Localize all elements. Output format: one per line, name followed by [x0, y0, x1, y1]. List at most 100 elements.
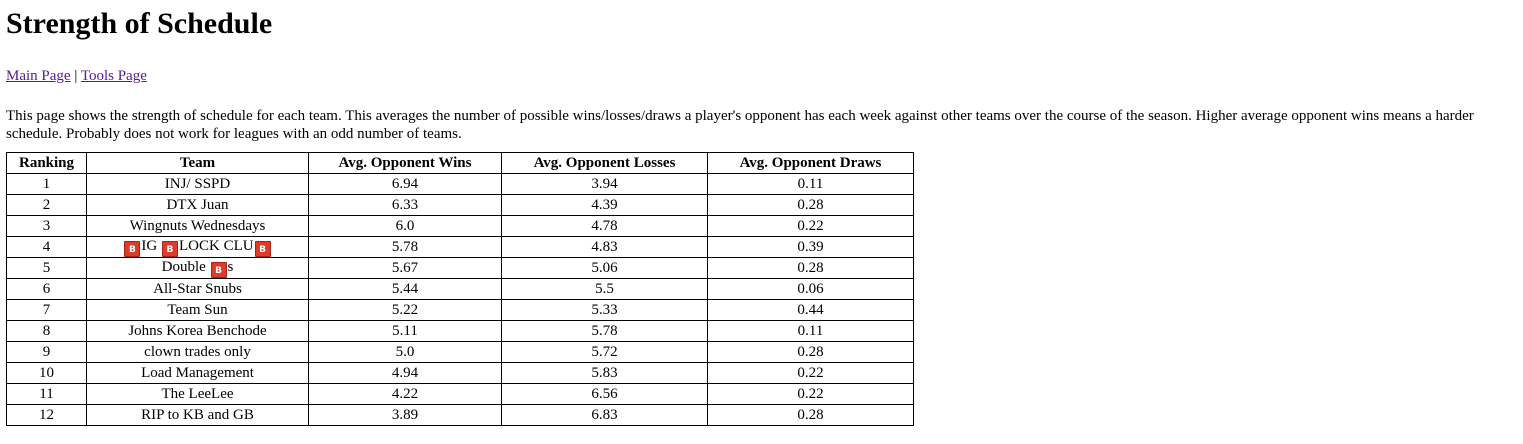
- nav-separator: |: [74, 68, 78, 84]
- table-row: 8 Johns Korea Benchode 5.11 5.78 0.11: [6, 320, 914, 342]
- table-row: 3 Wingnuts Wednesdays 6.0 4.78 0.22: [6, 215, 914, 237]
- ranking-cell: 1: [6, 173, 87, 195]
- nav-links: Main Page | Tools Page: [6, 67, 1517, 85]
- team-cell: The LeeLee: [86, 383, 309, 405]
- team-name-text: Johns Korea Benchode: [128, 323, 267, 339]
- table-row: 12 RIP to KB and GB 3.89 6.83 0.28: [6, 404, 914, 426]
- avg-opponent-draws-cell: 0.11: [707, 320, 914, 342]
- avg-opponent-draws-cell: 0.11: [707, 173, 914, 195]
- header-avg-opponent-losses: Avg. Opponent Losses: [501, 152, 708, 174]
- avg-opponent-wins-cell: 5.11: [308, 320, 502, 342]
- strength-of-schedule-table: Ranking Team Avg. Opponent Wins Avg. Opp…: [6, 152, 914, 426]
- avg-opponent-draws-cell: 0.28: [707, 194, 914, 216]
- table-body: 1 INJ/ SSPD 6.94 3.94 0.11 2 DTX Juan 6.33 4.39 0…: [6, 173, 914, 426]
- team-name-text: RIP to KB and GB: [141, 407, 254, 423]
- team-cell: B IG B LOCK CLU B: [86, 236, 309, 258]
- avg-opponent-draws-cell: 0.28: [707, 404, 914, 426]
- avg-opponent-losses-cell: 5.83: [501, 362, 708, 384]
- avg-opponent-draws-cell: 0.44: [707, 299, 914, 321]
- table-row: 6 All-Star Snubs 5.44 5.5 0.06: [6, 278, 914, 300]
- team-name-text: Double: [161, 259, 210, 275]
- avg-opponent-wins-cell: 6.33: [308, 194, 502, 216]
- team-name-text: IG: [141, 238, 161, 254]
- team-cell: Team Sun: [86, 299, 309, 321]
- avg-opponent-losses-cell: 4.78: [501, 215, 708, 237]
- ranking-cell: 5: [6, 257, 87, 279]
- page-root: Strength of Schedule Main Page | Tools P…: [6, 7, 1517, 426]
- team-name-text: s: [227, 259, 234, 275]
- b-emoji-icon: B: [210, 262, 227, 278]
- avg-opponent-draws-cell: 0.39: [707, 236, 914, 258]
- header-ranking: Ranking: [6, 152, 87, 174]
- team-name-text: Load Management: [141, 365, 254, 381]
- avg-opponent-wins-cell: 5.0: [308, 341, 502, 363]
- avg-opponent-losses-cell: 5.5: [501, 278, 708, 300]
- avg-opponent-draws-cell: 0.22: [707, 383, 914, 405]
- page-description: This page shows the strength of schedule…: [6, 108, 1474, 142]
- team-name-text: The LeeLee: [161, 386, 234, 402]
- ranking-cell: 10: [6, 362, 87, 384]
- team-name-text: All-Star Snubs: [153, 281, 242, 297]
- avg-opponent-draws-cell: 0.22: [707, 362, 914, 384]
- team-cell: All-Star Snubs: [86, 278, 309, 300]
- ranking-cell: 2: [6, 194, 87, 216]
- b-emoji-icon: B: [254, 241, 271, 257]
- table-row: 1 INJ/ SSPD 6.94 3.94 0.11: [6, 173, 914, 195]
- team-name-text: LOCK CLU: [178, 238, 254, 254]
- avg-opponent-losses-cell: 4.83: [501, 236, 708, 258]
- avg-opponent-wins-cell: 6.94: [308, 173, 502, 195]
- avg-opponent-wins-cell: 5.22: [308, 299, 502, 321]
- ranking-cell: 4: [6, 236, 87, 258]
- team-cell: Wingnuts Wednesdays: [86, 215, 309, 237]
- avg-opponent-draws-cell: 0.22: [707, 215, 914, 237]
- ranking-cell: 12: [6, 404, 87, 426]
- team-name-text: Wingnuts Wednesdays: [129, 218, 266, 234]
- ranking-cell: 8: [6, 320, 87, 342]
- table-row: 11 The LeeLee 4.22 6.56 0.22: [6, 383, 914, 405]
- avg-opponent-wins-cell: 6.0: [308, 215, 502, 237]
- table-row: 10 Load Management 4.94 5.83 0.22: [6, 362, 914, 384]
- avg-opponent-wins-cell: 4.22: [308, 383, 502, 405]
- table-header-row: Ranking Team Avg. Opponent Wins Avg. Opp…: [6, 152, 914, 174]
- team-name-text: Team Sun: [167, 302, 228, 318]
- avg-opponent-wins-cell: 5.78: [308, 236, 502, 258]
- avg-opponent-losses-cell: 5.72: [501, 341, 708, 363]
- avg-opponent-losses-cell: 4.39: [501, 194, 708, 216]
- avg-opponent-draws-cell: 0.28: [707, 341, 914, 363]
- tools-page-link[interactable]: Tools Page: [80, 68, 147, 84]
- header-team: Team: [86, 152, 309, 174]
- ranking-cell: 7: [6, 299, 87, 321]
- b-emoji-icon: B: [124, 241, 141, 257]
- avg-opponent-wins-cell: 5.44: [308, 278, 502, 300]
- main-page-link[interactable]: Main Page: [6, 68, 71, 84]
- avg-opponent-losses-cell: 6.56: [501, 383, 708, 405]
- b-emoji-icon: B: [161, 241, 178, 257]
- header-avg-opponent-wins: Avg. Opponent Wins: [308, 152, 502, 174]
- avg-opponent-wins-cell: 4.94: [308, 362, 502, 384]
- avg-opponent-losses-cell: 5.33: [501, 299, 708, 321]
- team-name-text: DTX Juan: [166, 197, 229, 213]
- avg-opponent-losses-cell: 3.94: [501, 173, 708, 195]
- avg-opponent-losses-cell: 5.78: [501, 320, 708, 342]
- ranking-cell: 9: [6, 341, 87, 363]
- avg-opponent-wins-cell: 3.89: [308, 404, 502, 426]
- team-cell: RIP to KB and GB: [86, 404, 309, 426]
- team-cell: Johns Korea Benchode: [86, 320, 309, 342]
- table-row: 2 DTX Juan 6.33 4.39 0.28: [6, 194, 914, 216]
- team-cell: clown trades only: [86, 341, 309, 363]
- table-row: 4 B IG B LOCK CLU B 5.78 4.83 0.39: [6, 236, 914, 258]
- table-row: 9 clown trades only 5.0 5.72 0.28: [6, 341, 914, 363]
- team-name-text: clown trades only: [144, 344, 251, 360]
- team-name-text: INJ/ SSPD: [164, 176, 231, 192]
- team-cell: DTX Juan: [86, 194, 309, 216]
- team-cell: Load Management: [86, 362, 309, 384]
- ranking-cell: 11: [6, 383, 87, 405]
- page-title: Strength of Schedule: [6, 7, 273, 40]
- avg-opponent-draws-cell: 0.06: [707, 278, 914, 300]
- team-cell: INJ/ SSPD: [86, 173, 309, 195]
- ranking-cell: 6: [6, 278, 87, 300]
- avg-opponent-losses-cell: 6.83: [501, 404, 708, 426]
- header-avg-opponent-draws: Avg. Opponent Draws: [707, 152, 914, 174]
